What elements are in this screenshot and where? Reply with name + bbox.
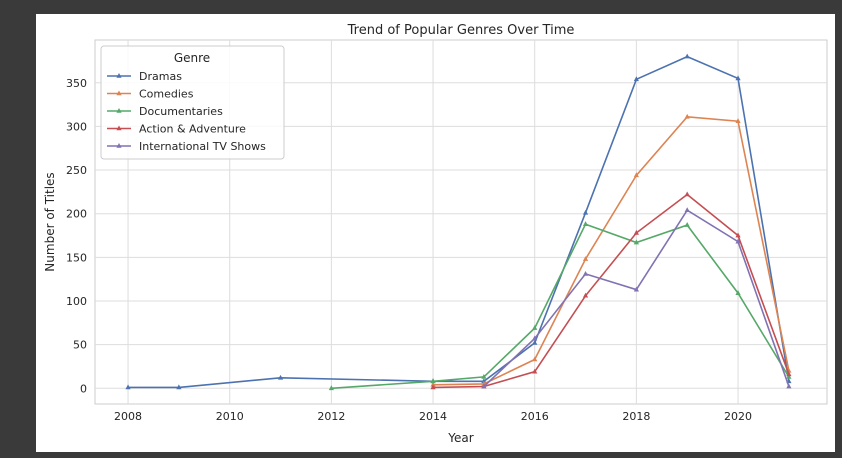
data-point-marker [125,384,131,390]
legend-marker [116,108,122,113]
x-tick-label: 2020 [724,410,752,423]
x-tick-labels: 2008 2010 2012 2014 2016 2018 2020 [114,410,752,423]
data-point-marker [328,385,334,391]
legend-item: Documentaries [107,105,223,118]
series-documentaries [328,221,792,391]
data-point-marker [684,222,690,227]
chart-figure: Trend of Popular Genres Over Time 0 50 100… [36,14,835,452]
y-tick-labels: 0 50 100 150 200 250 300 350 [66,77,87,396]
series-action-adventure [430,191,792,390]
x-tick-label: 2018 [622,410,650,423]
legend-label: Comedies [139,88,194,101]
x-tick-label: 2010 [216,410,244,423]
x-tick-label: 2012 [317,410,345,423]
legend-item: Action & Adventure [107,123,246,136]
x-tick-label: 2016 [521,410,549,423]
y-tick-label: 50 [73,339,87,352]
data-point-marker [277,374,284,380]
data-point-marker [684,113,690,119]
data-point-marker [481,373,487,379]
data-point-marker [481,383,487,389]
series-lines [125,53,792,391]
legend-label: Documentaries [139,105,223,118]
data-point-marker [735,290,741,295]
data-point-marker [430,381,436,387]
x-tick-label: 2008 [114,410,142,423]
legend-title: Genre [174,51,210,65]
data-point-marker [735,238,741,244]
legend-marker [116,125,122,131]
data-point-marker [735,75,741,81]
y-tick-label: 0 [80,382,87,395]
data-point-marker [582,292,589,298]
data-point-marker [582,270,589,276]
data-point-marker [684,191,690,197]
x-tick-label: 2014 [419,410,447,423]
data-point-marker [532,325,538,330]
data-point-marker [633,286,639,292]
legend-marker [116,143,122,148]
legend-item: Dramas [107,70,182,83]
series-line-comedies [432,115,790,386]
y-axis-label: Number of Titles [43,172,57,271]
data-point-marker [582,209,589,215]
data-point-marker [735,232,741,238]
data-point-marker [684,207,690,213]
data-point-marker [430,378,436,384]
series-line-action-adventure [432,193,790,389]
legend-item: International TV Shows [107,140,266,153]
series-international-tv-shows [481,207,792,389]
data-point-marker [786,371,792,377]
y-tick-label: 300 [66,120,87,133]
data-point-marker [176,384,182,390]
y-tick-label: 100 [66,295,87,308]
y-tick-label: 200 [66,208,87,221]
legend-label: International TV Shows [139,140,266,153]
series-comedies [430,113,792,387]
data-point-marker [532,356,538,362]
line-chart: Trend of Popular Genres Over Time 0 50 100… [43,23,828,445]
legend-box [100,45,285,160]
data-point-marker [786,383,792,389]
data-point-marker [684,53,690,59]
legend-marker [116,73,122,78]
data-point-marker [430,384,436,390]
data-point-marker [532,339,538,345]
data-point-marker [532,368,538,374]
data-point-marker [633,172,639,178]
data-point-marker [582,221,589,226]
legend-marker [116,90,122,96]
legend: Genre Dramas Comedies Documentaries Action &… [100,45,285,160]
x-axis-label: Year [447,431,473,445]
chart-title: Trend of Popular Genres Over Time [347,23,575,38]
y-tick-label: 350 [66,77,87,90]
series-dramas [125,53,792,390]
y-tick-label: 150 [66,251,87,264]
y-tick-label: 250 [66,164,87,177]
legend-item: Comedies [107,88,194,101]
data-point-marker [633,239,639,245]
data-point-marker [735,118,741,123]
legend-label: Action & Adventure [139,123,246,136]
data-point-marker [633,229,639,235]
data-point-marker [786,373,792,379]
data-point-marker [481,378,487,384]
data-point-marker [582,256,589,261]
data-point-marker [532,335,538,341]
legend-label: Dramas [139,70,182,83]
data-point-marker [633,76,639,82]
